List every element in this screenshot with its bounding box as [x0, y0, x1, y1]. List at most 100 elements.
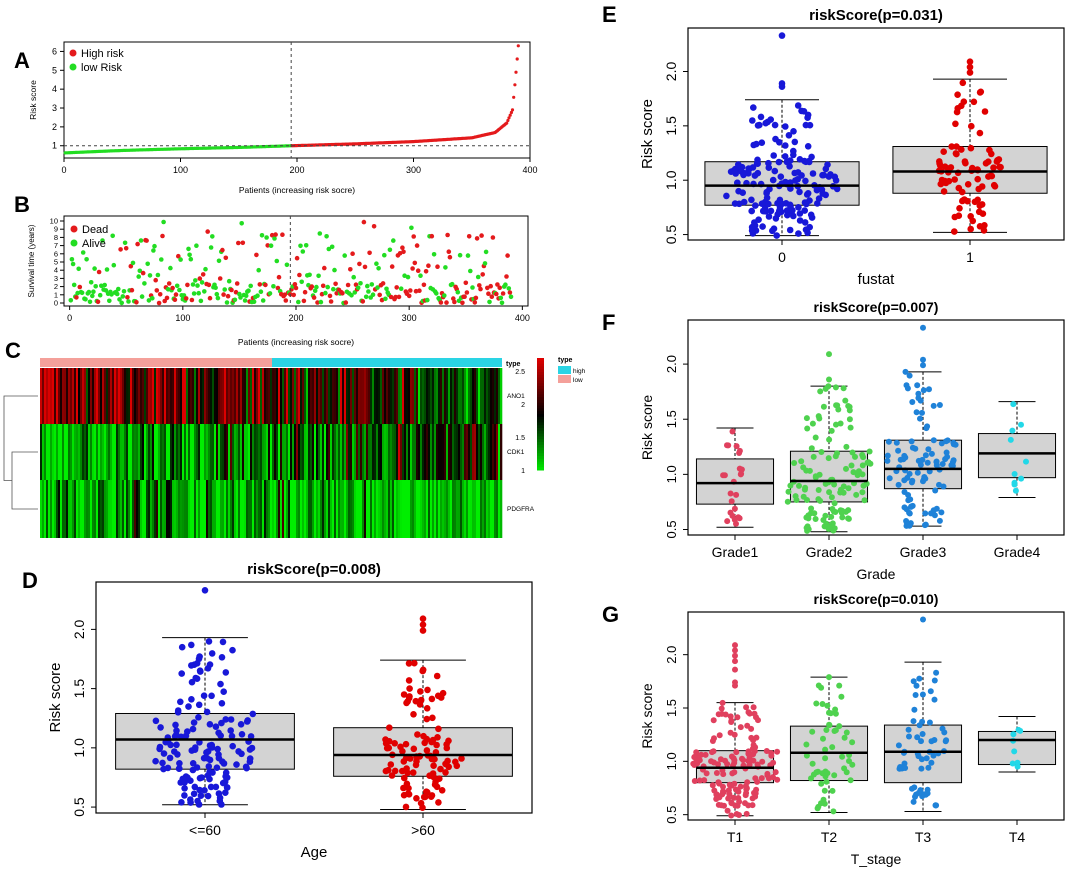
data-point: [458, 755, 465, 762]
data-point: [736, 812, 742, 818]
heatmap-cell: [152, 480, 155, 538]
data-point: [843, 465, 849, 472]
data-point: [166, 754, 174, 762]
data-point: [243, 764, 250, 772]
data-point: [980, 227, 988, 234]
group-bar-low: [40, 358, 272, 367]
survival-point: [220, 247, 225, 253]
heatmap-cell: [114, 368, 117, 424]
survival-point: [77, 284, 83, 290]
survival-point: [276, 274, 282, 280]
heatmap-cell: [234, 480, 237, 538]
scale-segment: [537, 439, 544, 443]
heatmap-cell: [106, 368, 109, 424]
survival-point: [92, 266, 97, 271]
data-point: [195, 714, 202, 721]
survival-point: [125, 295, 130, 300]
heatmap-cell: [182, 480, 185, 538]
x-tick-label: 400: [515, 313, 530, 323]
data-point: [912, 692, 919, 698]
heatmap-cell: [44, 424, 47, 480]
data-point: [790, 128, 797, 135]
heatmap-cell: [168, 480, 171, 538]
heatmap-cell: [328, 424, 331, 480]
data-point: [760, 207, 768, 215]
data-point: [204, 792, 212, 800]
data-point: [174, 751, 181, 758]
scale-segment: [537, 416, 544, 421]
heatmap-cell: [312, 480, 315, 538]
heatmap-cell: [364, 424, 367, 480]
heatmap-cell: [450, 424, 453, 480]
heatmap-cell: [64, 368, 67, 424]
data-point: [917, 415, 923, 422]
data-point: [749, 802, 756, 809]
survival-point: [136, 274, 141, 279]
data-point: [821, 787, 828, 794]
data-point: [990, 164, 997, 171]
data-point: [176, 760, 183, 767]
heatmap-cell: [98, 424, 101, 480]
survival-point: [272, 236, 277, 241]
heatmap-cell: [320, 480, 323, 538]
data-point: [948, 143, 955, 150]
data-point: [837, 420, 844, 427]
survival-point: [442, 293, 447, 298]
heatmap-cell: [436, 368, 439, 424]
data-point: [741, 170, 749, 177]
x-tick-label: 0: [61, 165, 66, 175]
y-tick-label: 1.0: [664, 465, 679, 483]
scale-segment: [537, 436, 544, 440]
heatmap-cell: [330, 424, 333, 480]
data-point: [187, 796, 194, 803]
data-point: [827, 171, 834, 178]
data-point: [913, 409, 920, 416]
x-tick-label: Grade1: [712, 544, 759, 560]
heatmap-cell: [294, 424, 297, 480]
data-point: [731, 505, 738, 512]
heatmap-cell: [124, 480, 127, 538]
survival-point: [348, 267, 353, 272]
data-point: [382, 767, 390, 775]
heatmap-cell: [450, 480, 453, 538]
data-point: [756, 121, 763, 129]
heatmap-cell: [44, 480, 47, 538]
data-point: [178, 799, 185, 806]
y-tick-label: 1.0: [663, 170, 679, 190]
heatmap-cell: [404, 424, 407, 480]
data-point: [690, 760, 697, 767]
scale-segment: [537, 397, 544, 401]
data-point: [748, 207, 755, 215]
y-tick-label: 1.5: [664, 410, 679, 428]
data-point: [759, 223, 766, 230]
survival-point: [170, 285, 175, 291]
dendrogram-branch: [3, 395, 38, 481]
scale-segment: [537, 461, 544, 465]
data-point: [967, 144, 975, 152]
heatmap-cell: [270, 368, 273, 424]
survival-point: [215, 295, 221, 301]
data-point: [826, 523, 833, 530]
data-point: [808, 153, 815, 161]
heatmap-cell: [210, 368, 213, 424]
heatmap-cell: [276, 480, 279, 538]
heatmap-cell: [320, 424, 323, 480]
data-point: [960, 98, 968, 105]
risk-point: [508, 113, 512, 117]
heatmap-cell: [222, 480, 225, 538]
heatmap-cell: [88, 368, 91, 424]
survival-point: [365, 283, 370, 289]
y-tick-label: 8: [54, 233, 58, 242]
heatmap-cell: [176, 424, 179, 480]
data-point: [774, 748, 781, 755]
heatmap-cell: [116, 368, 119, 424]
data-point: [847, 424, 854, 431]
data-point: [833, 185, 841, 193]
data-point: [787, 179, 794, 186]
survival-point: [116, 286, 121, 292]
survival-point: [485, 285, 490, 291]
data-point: [204, 748, 212, 755]
outlier-point: [778, 83, 786, 91]
heatmap-cell: [72, 368, 75, 424]
heatmap-cell: [408, 368, 411, 424]
